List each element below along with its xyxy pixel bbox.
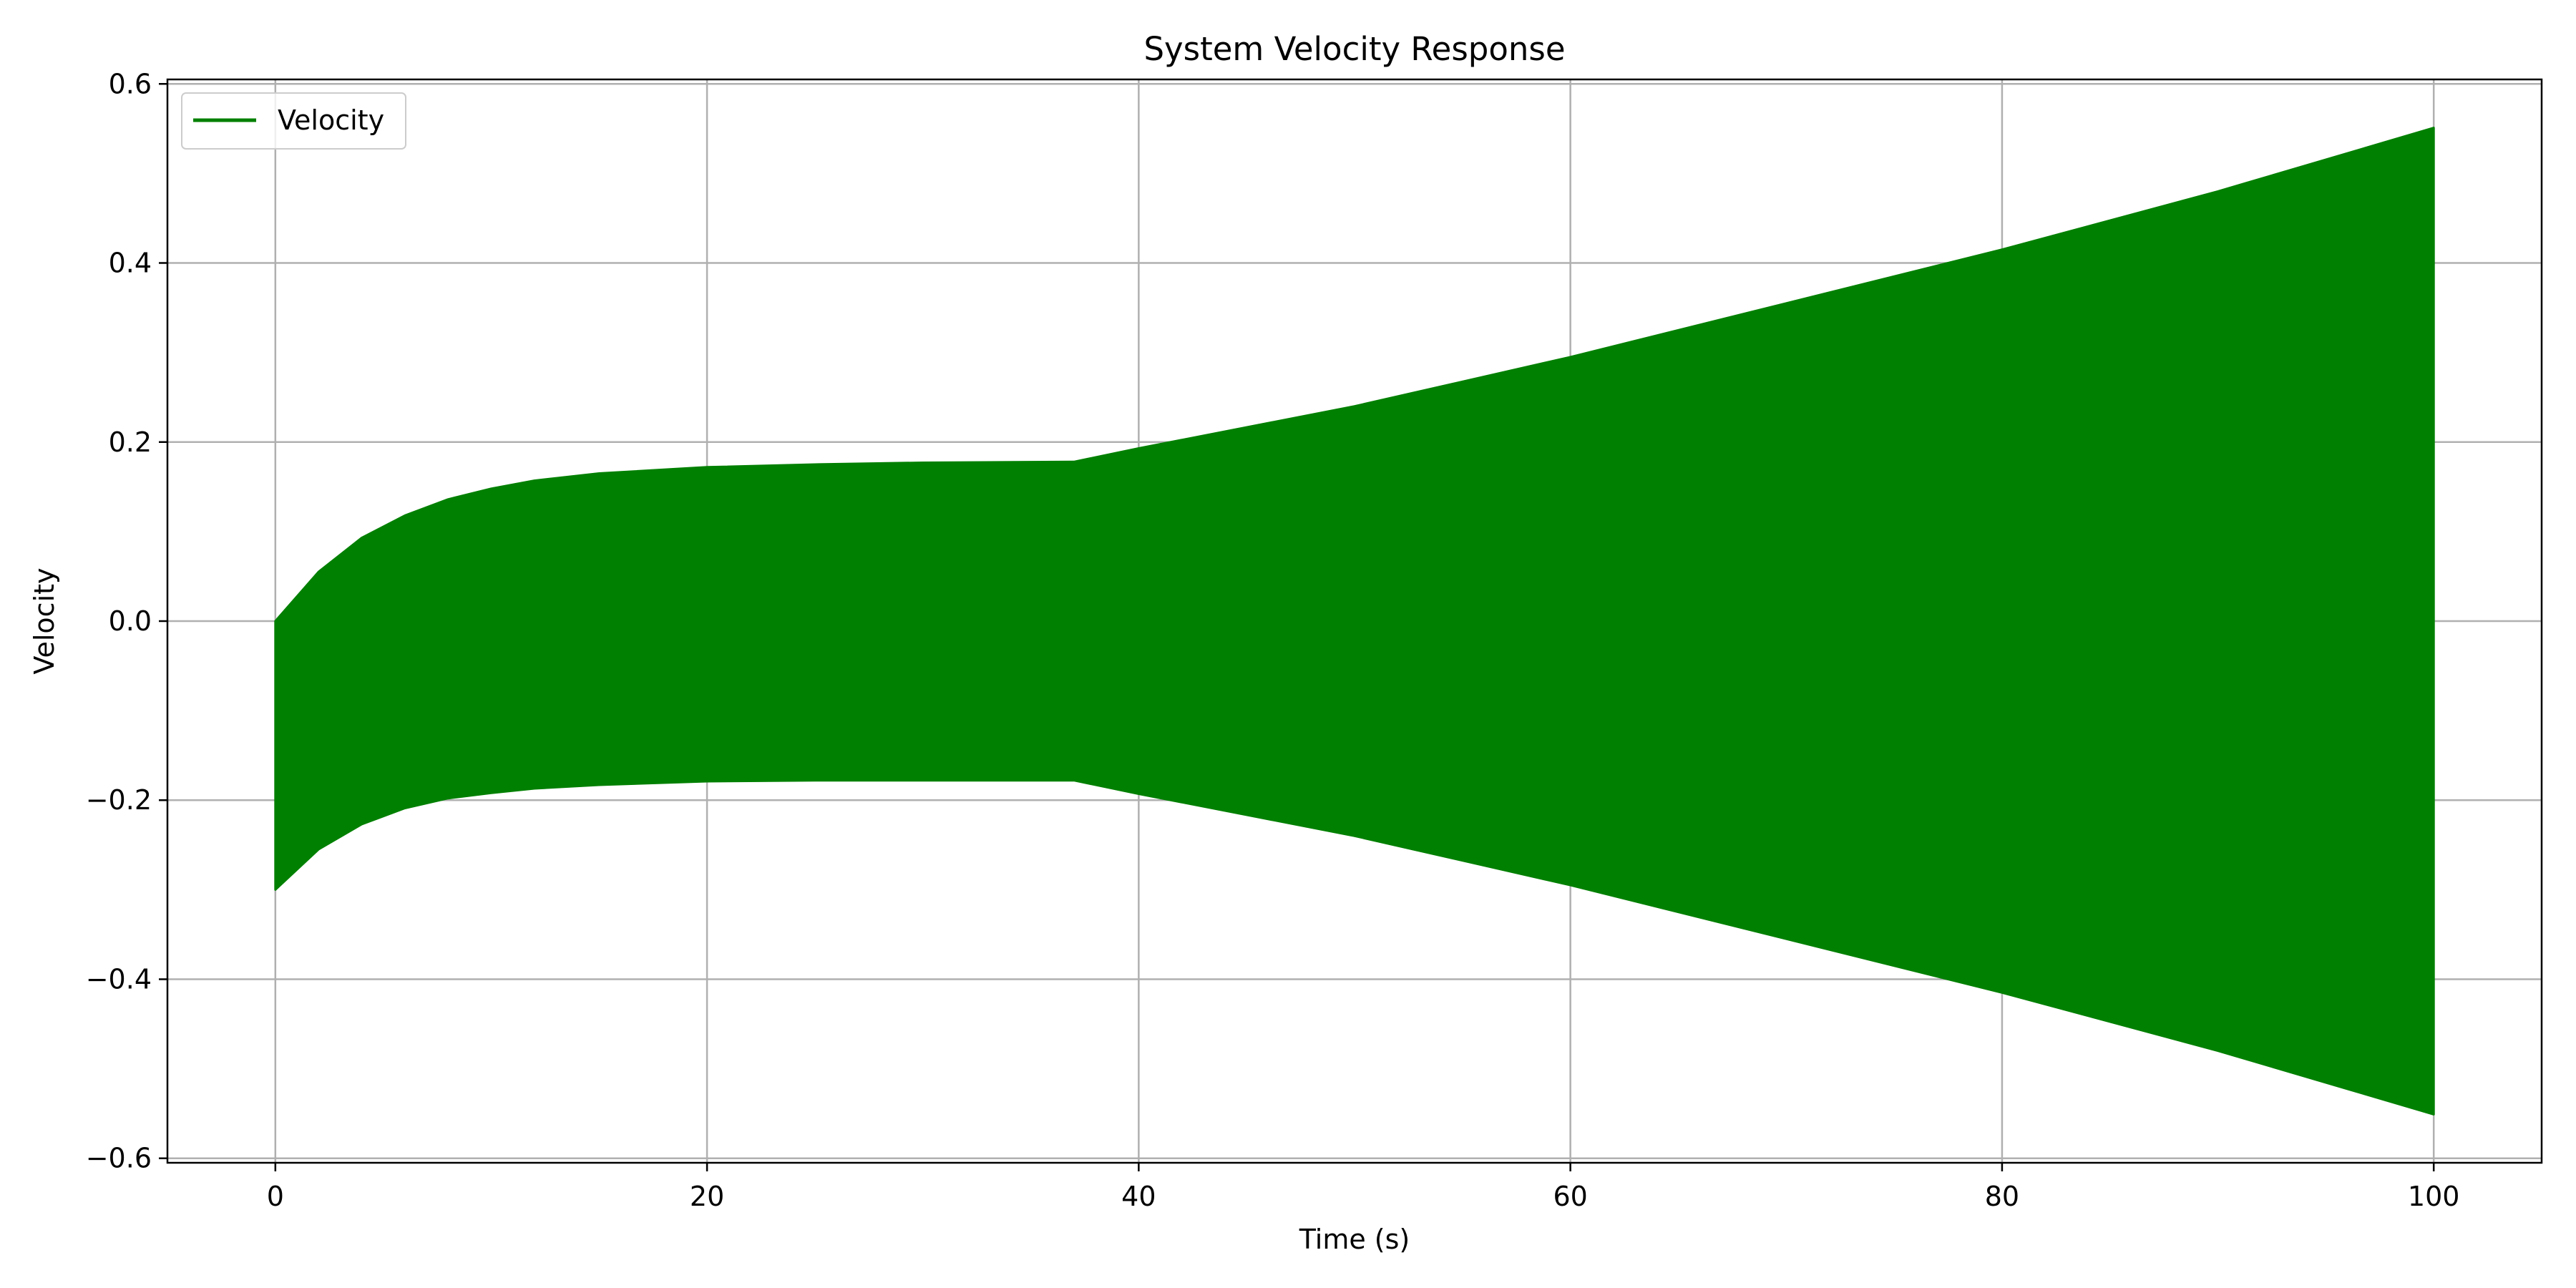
x-tick-label: 40 [1121, 1181, 1156, 1212]
y-axis-label: Velocity [29, 567, 60, 674]
y-tick-label: −0.6 [86, 1143, 152, 1174]
x-tick-label: 0 [267, 1181, 284, 1212]
y-tick-label: 0.4 [109, 248, 152, 279]
velocity-series [274, 127, 2435, 1116]
legend: Velocity [181, 92, 406, 150]
x-tick-label: 80 [1985, 1181, 2019, 1212]
data-layer [274, 127, 2435, 1116]
x-tick-label: 60 [1553, 1181, 1587, 1212]
y-tick-label: 0.0 [109, 605, 152, 637]
tick-layer: 0 20 40 60 80 100 −0.6 −0.4 −0.2 0.0 0.2 0.4 0.6 [86, 68, 2460, 1212]
y-tick-label: 0.2 [109, 426, 152, 458]
chart-title: System Velocity Response [1143, 30, 1565, 68]
legend-box [181, 92, 406, 150]
x-tick-label: 100 [2408, 1181, 2460, 1212]
y-tick-label: 0.6 [109, 68, 152, 99]
y-tick-label: −0.4 [86, 963, 152, 995]
legend-label-velocity: Velocity [278, 104, 384, 136]
x-tick-label: 20 [690, 1181, 724, 1212]
x-axis-label: Time (s) [1299, 1224, 1410, 1255]
y-tick-label: −0.2 [86, 784, 152, 816]
